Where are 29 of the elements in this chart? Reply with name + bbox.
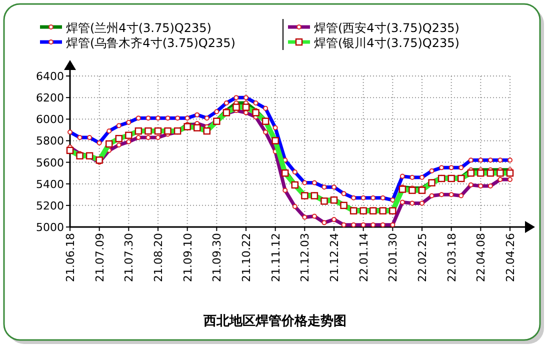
x-tick-label: 22.01.14 [357, 233, 370, 282]
x-tick-label: 21.10.22 [240, 233, 253, 282]
x-tick-label: 21.07.30 [122, 233, 136, 282]
x-tick-label: 21.11.12 [269, 233, 282, 282]
y-tick-label: 6000 [36, 113, 64, 126]
x-tick-label: 22.03.18 [445, 233, 458, 282]
y-tick-label: 6200 [36, 92, 64, 105]
x-tick-label: 21.12.24 [328, 233, 341, 282]
y-tick-label: 5800 [36, 134, 64, 148]
legend-label: 焊管(乌鲁木齐4寸(3.75)Q235) [66, 36, 236, 50]
x-tick-label: 21.09.30 [210, 233, 224, 282]
legend-label: 焊管(银川4寸(3.75)Q235) [314, 36, 460, 50]
y-tick-label: 5000 [36, 221, 64, 234]
x-tick-label: 22.01.30 [386, 233, 400, 282]
x-tick-label: 21.12.03 [298, 233, 312, 282]
y-tick-label: 5200 [36, 199, 64, 212]
legend-label: 焊管(西安4寸(3.75)Q235) [314, 21, 460, 35]
legend-label: 焊管(兰州4寸(3.75)Q235) [66, 21, 212, 35]
y-tick-label: 5600 [36, 156, 64, 170]
x-tick-label: 22.04.08 [474, 233, 488, 282]
x-tick-label: 21.08.20 [152, 233, 165, 282]
x-tick-label: 21.06.18 [64, 233, 77, 282]
x-tick-label: 21.09.10 [181, 233, 194, 282]
text: 西北地区焊管价格走势图 [202, 313, 346, 329]
y-tick-label: 5400 [36, 178, 64, 191]
y-tick-label: 6400 [36, 70, 64, 83]
x-tick-label: 21.07.09 [93, 233, 106, 282]
x-tick-label: 22.02.25 [416, 233, 429, 282]
x-tick-label: 22.04.26 [504, 233, 517, 282]
